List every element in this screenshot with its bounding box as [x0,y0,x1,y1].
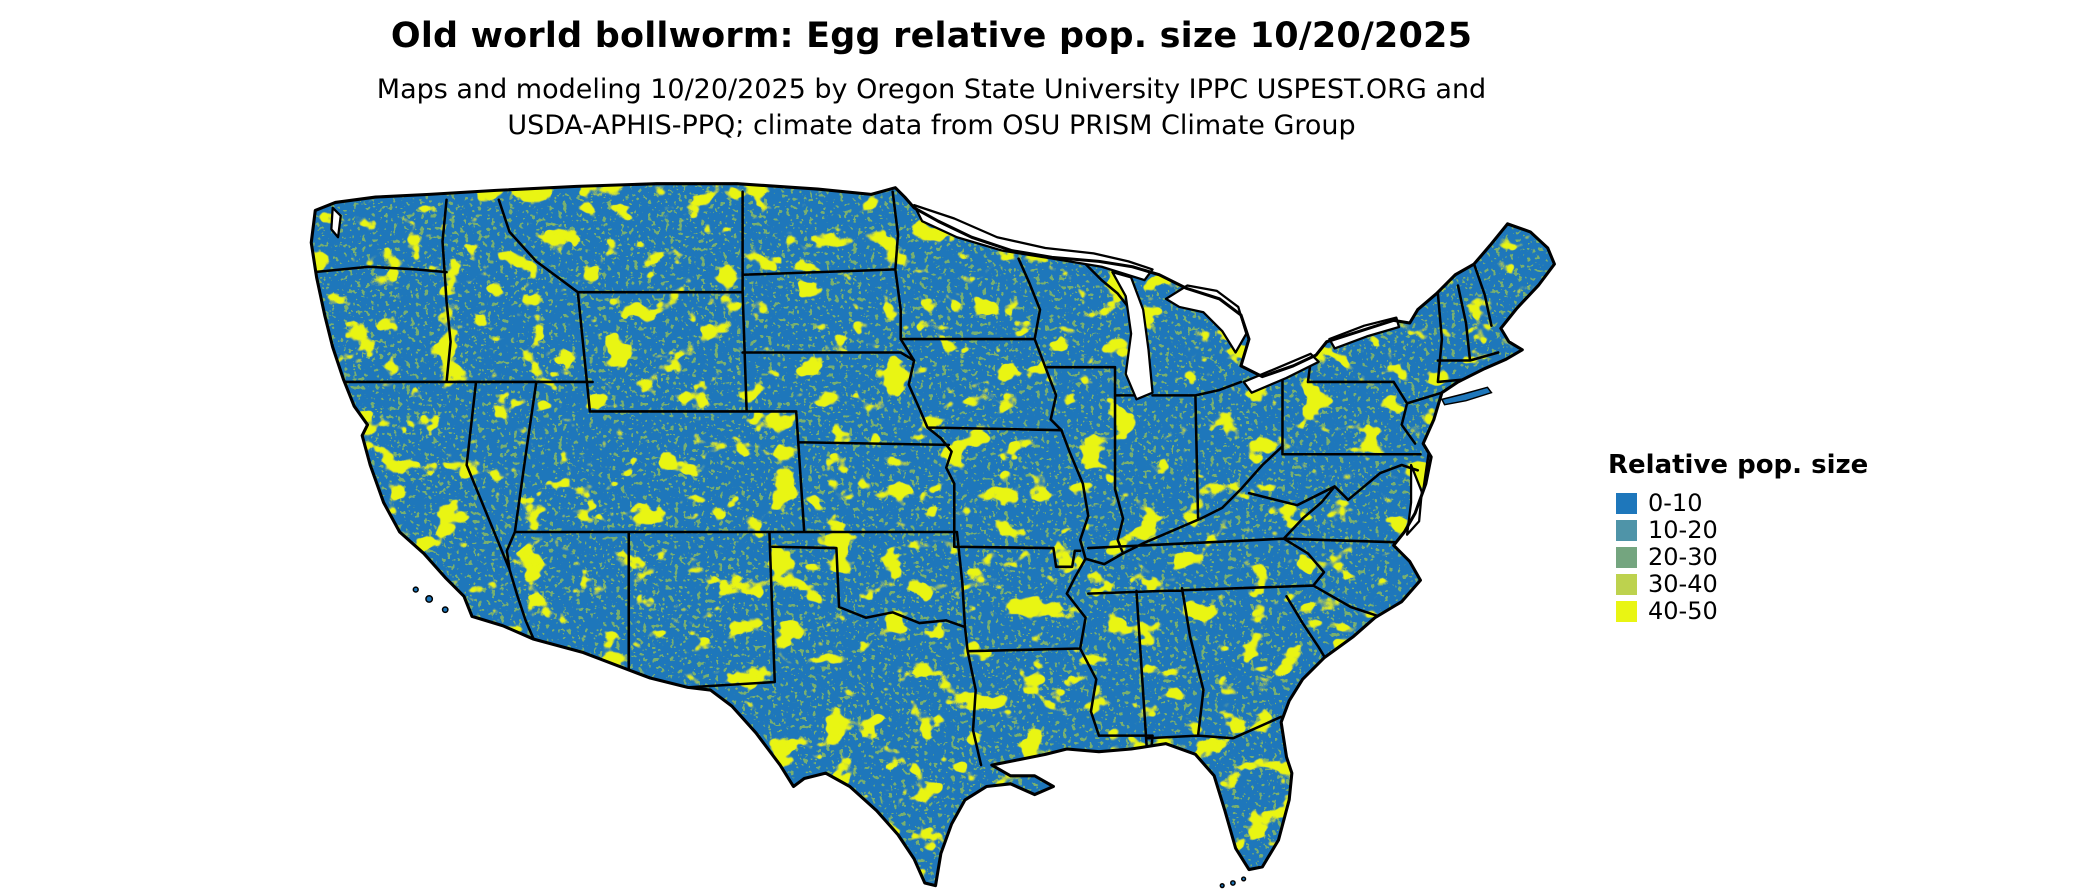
legend-swatch-20-30 [1616,547,1637,568]
us-map-svg [309,182,1556,889]
fine-speckle-layer [311,183,1555,886]
figure-subtitle: Maps and modeling 10/20/2025 by Oregon S… [295,72,1568,143]
legend-item-20-30: 20-30 [1608,544,1868,571]
legend-item-0-10: 0-10 [1608,490,1868,517]
channel-island [425,595,434,603]
florida-key [1219,883,1225,889]
figure-subtitle-line2: USDA-APHIS-PPQ; climate data from OSU PR… [507,109,1356,141]
legend-label-0-10: 0-10 [1648,489,1703,517]
page-title: Old world bollworm: Egg relative pop. si… [390,16,1473,56]
lake-michigan [1111,270,1154,401]
legend-swatch-0-10 [1616,493,1637,514]
legend-title: Relative pop. size [1608,450,1869,480]
figure-subtitle-line1: Maps and modeling 10/20/2025 by Oregon S… [376,74,1487,105]
long-island [1440,386,1493,406]
population-raster-layers [311,183,1555,886]
legend-item-10-20: 10-20 [1608,517,1868,544]
chesapeake-bay [1405,463,1423,536]
state-borders [312,190,1500,767]
legend-swatch-10-20 [1616,520,1637,541]
map-legend: Relative pop. size 0-10 10-20 20-30 30-4… [1608,450,1868,625]
us-population-map [295,181,1568,891]
florida-key [1230,880,1236,886]
legend-item-30-40: 30-40 [1608,571,1868,598]
legend-swatch-30-40 [1616,574,1637,595]
legend-item-40-50: 40-50 [1608,598,1868,625]
florida-key [1241,876,1247,882]
puget-sound [330,206,342,239]
channel-island [412,586,419,593]
legend-label-20-30: 20-30 [1648,543,1718,571]
channel-island [441,606,449,614]
legend-swatch-40-50 [1616,601,1637,622]
legend-label-40-50: 40-50 [1648,597,1718,625]
legend-label-30-40: 30-40 [1648,570,1718,598]
us-outline [309,182,1556,888]
legend-label-10-20: 10-20 [1648,516,1718,544]
figure-header: Old world bollworm: Egg relative pop. si… [295,16,1568,143]
